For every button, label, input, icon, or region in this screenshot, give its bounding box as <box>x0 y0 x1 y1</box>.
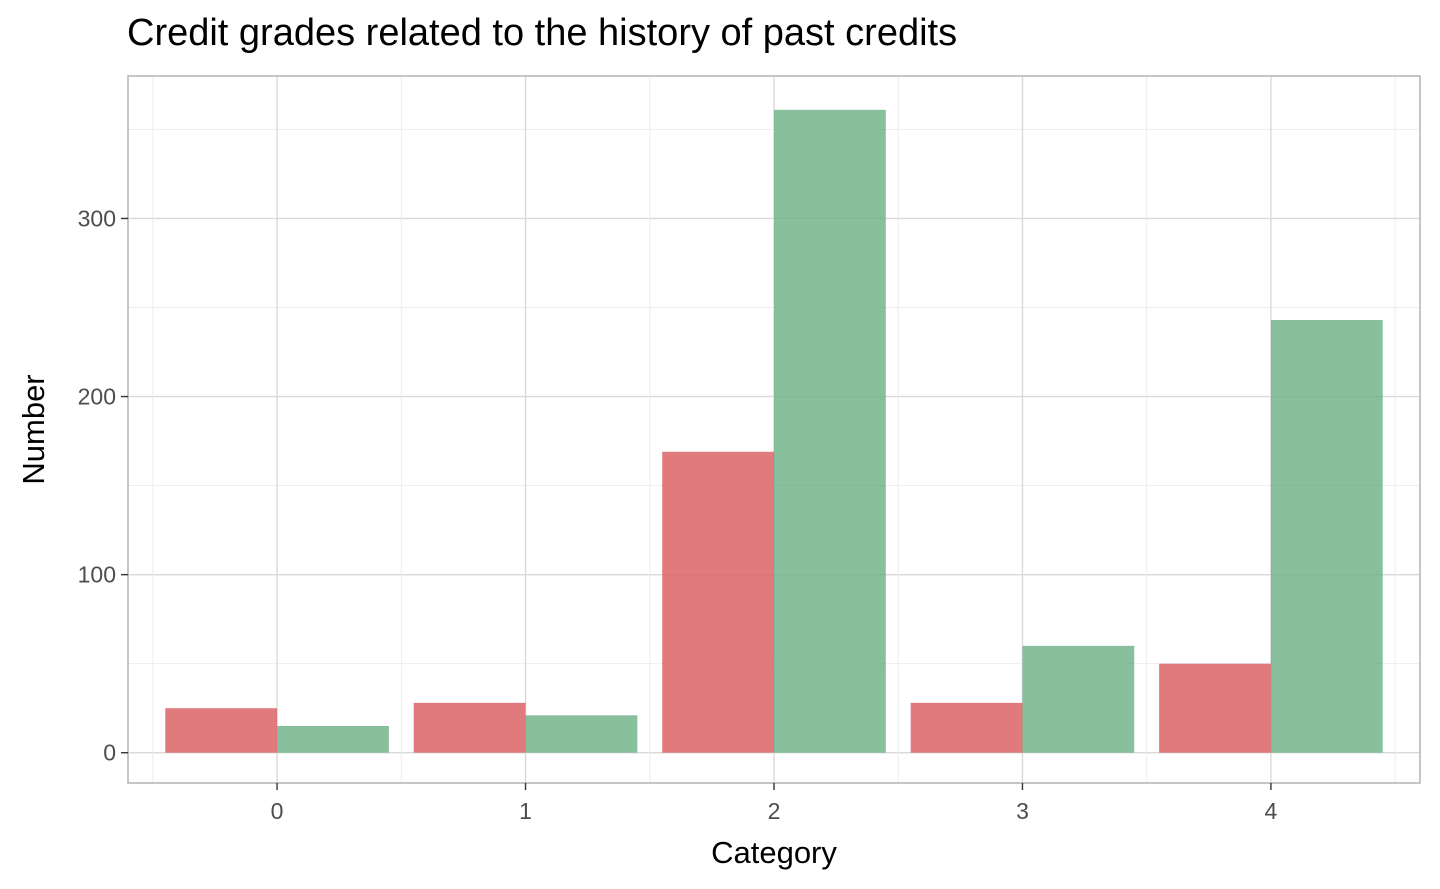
bars <box>165 109 1383 753</box>
x-axis-ticks: 0 1 2 3 4 <box>271 783 1278 824</box>
x-tick-label: 1 <box>519 798 532 824</box>
x-tick-label: 4 <box>1265 798 1278 824</box>
y-axis-ticks: 0 100 200 300 <box>78 205 128 766</box>
bar-series-2-category-1 <box>525 715 638 753</box>
bar-series-1-category-4 <box>1159 663 1271 753</box>
bar-series-2-category-3 <box>1022 645 1135 753</box>
bar-series-1-category-1 <box>413 702 526 753</box>
x-tick-label: 3 <box>1016 798 1029 824</box>
bar-series-1-category-2 <box>662 451 774 753</box>
x-tick-label: 2 <box>768 798 781 824</box>
y-tick-label: 0 <box>103 740 116 766</box>
bar-series-2-category-0 <box>277 726 389 753</box>
bar-series-2-category-2 <box>774 109 886 753</box>
bar-series-1-category-0 <box>165 708 278 753</box>
chart-title: Credit grades related to the history of … <box>127 12 958 54</box>
y-tick-label: 300 <box>78 205 116 231</box>
y-axis-title: Number <box>16 374 51 484</box>
x-axis-title: Category <box>711 835 837 870</box>
y-tick-label: 200 <box>78 384 116 410</box>
y-tick-label: 100 <box>78 562 116 588</box>
x-tick-label: 0 <box>271 798 284 824</box>
bar-series-2-category-4 <box>1270 319 1383 753</box>
bar-series-1-category-3 <box>910 702 1023 753</box>
